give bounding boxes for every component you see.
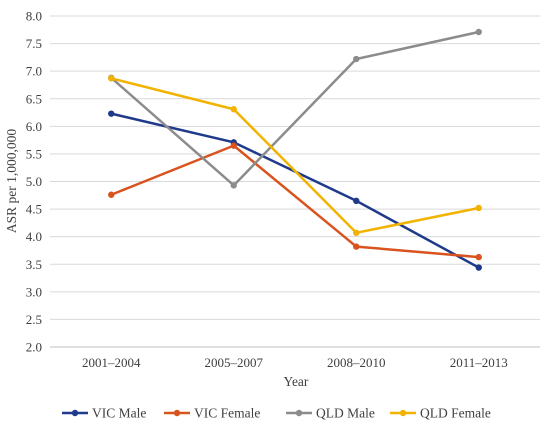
x-tick-label: 2011–2013 xyxy=(450,355,508,370)
y-tick-label: 5.5 xyxy=(26,146,42,161)
data-point xyxy=(353,243,360,250)
series-line xyxy=(110,144,480,259)
legend-marker xyxy=(71,409,79,417)
data-point xyxy=(475,28,482,36)
x-axis-title: Year xyxy=(284,374,309,389)
x-axis-ticks: 2001–2004 2005–2007 2008–2010 2011–2013 xyxy=(82,355,508,370)
series-line xyxy=(110,77,480,235)
y-axis-title: ASR per 1,000,000 xyxy=(4,129,19,233)
data-point xyxy=(230,142,237,149)
legend-marker xyxy=(295,409,303,417)
gridlines xyxy=(50,15,540,348)
data-point xyxy=(230,182,237,189)
y-tick-label: 4.0 xyxy=(26,229,42,244)
series-line xyxy=(110,112,480,269)
x-tick-label: 2001–2004 xyxy=(82,355,141,370)
data-point xyxy=(475,204,482,212)
series-qld-female xyxy=(108,75,482,237)
y-tick-label: 2.0 xyxy=(26,340,42,355)
y-tick-label: 3.5 xyxy=(26,257,42,272)
x-tick-label: 2008–2010 xyxy=(327,355,386,370)
y-tick-label: 8.0 xyxy=(26,9,42,24)
legend-label: VIC Male xyxy=(92,406,146,421)
y-tick-label: 7.0 xyxy=(26,64,42,79)
y-tick-label: 3.0 xyxy=(26,284,42,299)
legend-marker xyxy=(173,409,181,417)
legend-label: QLD Female xyxy=(420,406,491,421)
legend-item: QLD Male xyxy=(286,406,375,421)
legend: VIC Male VIC Female QLD Male QLD Female xyxy=(62,406,491,421)
data-point xyxy=(475,264,482,271)
legend-marker xyxy=(399,409,407,417)
series-vic-female xyxy=(108,142,482,261)
data-point xyxy=(230,106,237,113)
legend-item: VIC Female xyxy=(164,406,260,421)
data-point xyxy=(353,229,360,237)
legend-label: VIC Female xyxy=(194,406,260,421)
legend-item: QLD Female xyxy=(390,406,491,421)
series-qld-male xyxy=(108,28,482,189)
series-lines xyxy=(108,28,482,271)
y-tick-label: 6.5 xyxy=(26,91,42,106)
legend-label: QLD Male xyxy=(316,406,375,421)
x-tick-label: 2005–2007 xyxy=(205,355,264,370)
data-point xyxy=(108,75,115,82)
series-line xyxy=(110,30,480,187)
legend-item: VIC Male xyxy=(62,406,146,421)
data-point xyxy=(108,191,115,198)
data-point xyxy=(475,253,482,261)
data-point xyxy=(108,110,115,117)
data-point xyxy=(353,55,360,63)
y-tick-label: 4.5 xyxy=(26,202,42,217)
y-tick-label: 7.5 xyxy=(26,36,42,51)
data-point xyxy=(353,197,360,205)
y-tick-label: 5.0 xyxy=(26,174,42,189)
y-tick-label: 6.0 xyxy=(26,119,42,134)
series-vic-male xyxy=(108,110,482,271)
y-tick-label: 2.5 xyxy=(26,312,42,327)
y-axis-ticks: 2.0 2.5 3.0 3.5 4.0 4.5 5.0 5.5 6.0 6.5 7.0 7.5 8.0 xyxy=(26,9,42,355)
